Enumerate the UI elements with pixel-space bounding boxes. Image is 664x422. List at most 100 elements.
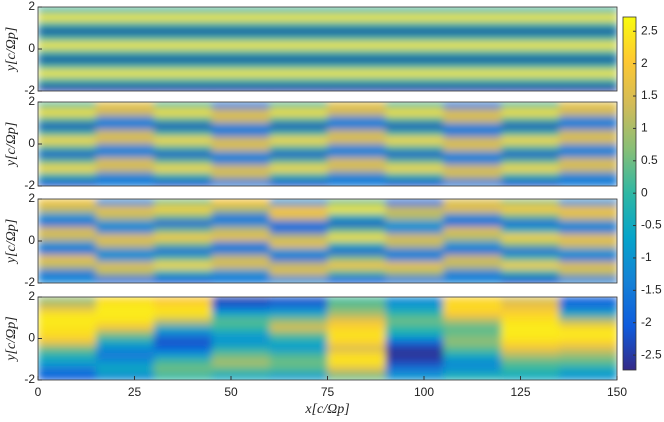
heat-cell bbox=[327, 42, 386, 50]
heat-cell bbox=[385, 268, 444, 277]
heat-cell bbox=[95, 366, 155, 374]
heat-cell bbox=[443, 324, 502, 333]
heat-cell bbox=[38, 241, 97, 249]
heat-cell bbox=[385, 220, 444, 228]
heat-cell bbox=[95, 262, 155, 270]
heat-cell bbox=[559, 262, 617, 270]
heat-cell bbox=[211, 234, 271, 242]
heat-cell bbox=[327, 7, 386, 15]
heat-cell bbox=[211, 129, 271, 138]
heat-cell bbox=[327, 150, 386, 159]
heat-cell bbox=[327, 213, 386, 221]
heat-cell bbox=[95, 297, 155, 305]
heat-cell bbox=[95, 317, 155, 326]
heat-cell bbox=[211, 158, 271, 166]
heat-cell bbox=[443, 63, 502, 71]
heat-cell bbox=[385, 359, 444, 367]
heat-cell bbox=[501, 7, 560, 15]
heat-cell bbox=[501, 205, 560, 214]
heat-cell bbox=[211, 171, 271, 180]
x-tick-label: 25 bbox=[128, 385, 142, 399]
heat-cell bbox=[385, 165, 444, 173]
x-tick-label: 50 bbox=[224, 385, 238, 399]
heat-cell bbox=[385, 42, 444, 50]
heat-cell bbox=[385, 352, 444, 360]
heat-cell bbox=[501, 317, 560, 326]
heat-cell bbox=[95, 63, 155, 71]
heat-cell bbox=[95, 171, 155, 180]
heat-cell bbox=[95, 205, 155, 214]
heat-cell bbox=[443, 42, 502, 50]
heat-cell bbox=[269, 171, 329, 180]
heat-cell bbox=[38, 158, 97, 166]
heat-cell bbox=[211, 352, 271, 360]
heat-cell bbox=[501, 21, 560, 29]
heat-cell bbox=[95, 165, 155, 173]
heat-cell bbox=[269, 63, 329, 71]
heat-cell bbox=[211, 179, 271, 186]
heat-cell bbox=[559, 28, 617, 36]
heat-cell bbox=[385, 338, 444, 347]
heat-cell bbox=[385, 123, 444, 131]
heat-cell bbox=[443, 199, 502, 207]
heat-cell bbox=[559, 165, 617, 173]
heat-cell bbox=[269, 129, 329, 138]
heat-cell bbox=[153, 49, 213, 57]
heat-cell bbox=[211, 338, 271, 347]
heat-cell bbox=[559, 116, 617, 124]
heat-cell bbox=[559, 49, 617, 57]
heat-cell bbox=[501, 137, 560, 145]
heat-cell bbox=[443, 158, 502, 166]
heat-cell bbox=[95, 129, 155, 138]
heat-cell bbox=[559, 310, 617, 319]
heatmap bbox=[38, 102, 617, 186]
heat-cell bbox=[269, 303, 329, 312]
heat-cell bbox=[95, 144, 155, 152]
heat-cell bbox=[153, 317, 213, 326]
heat-cell bbox=[327, 366, 386, 374]
heat-cell bbox=[501, 262, 560, 270]
colorbar-tick-label: 2 bbox=[641, 56, 648, 70]
heat-cell bbox=[443, 226, 502, 235]
y-tick-label: 2 bbox=[28, 0, 35, 13]
heat-cell bbox=[95, 359, 155, 367]
heat-cell bbox=[211, 49, 271, 57]
heat-cell bbox=[501, 179, 560, 186]
heat-cell bbox=[327, 276, 386, 283]
heat-cell bbox=[559, 144, 617, 152]
heat-cell bbox=[443, 317, 502, 326]
heat-cell bbox=[559, 345, 617, 353]
heat-cell bbox=[501, 55, 560, 64]
heat-cell bbox=[269, 179, 329, 186]
x-tick-label: 125 bbox=[510, 385, 530, 399]
heat-cell bbox=[38, 345, 97, 353]
heat-cell bbox=[501, 129, 560, 138]
heat-cell bbox=[501, 76, 560, 85]
heat-cell bbox=[211, 84, 271, 91]
heat-cell bbox=[269, 352, 329, 360]
heat-cell bbox=[153, 108, 213, 117]
heat-cell bbox=[327, 70, 386, 78]
heat-cell bbox=[501, 247, 560, 256]
heat-cell bbox=[153, 226, 213, 235]
heat-cell bbox=[211, 21, 271, 29]
heat-cell bbox=[385, 213, 444, 221]
heat-cell bbox=[501, 150, 560, 159]
heat-cell bbox=[38, 21, 97, 29]
heat-cell bbox=[385, 150, 444, 159]
heat-cell bbox=[559, 324, 617, 333]
heat-cell bbox=[559, 276, 617, 283]
heat-cell bbox=[153, 310, 213, 319]
heat-cell bbox=[559, 76, 617, 85]
heat-cell bbox=[501, 84, 560, 91]
heat-cell bbox=[153, 205, 213, 214]
heat-cell bbox=[385, 241, 444, 249]
heat-cell bbox=[559, 241, 617, 249]
heat-cell bbox=[95, 55, 155, 64]
heat-cell bbox=[153, 179, 213, 186]
heat-cell bbox=[327, 345, 386, 353]
heat-cell bbox=[501, 13, 560, 22]
heat-cell bbox=[38, 28, 97, 36]
heat-cell bbox=[211, 324, 271, 333]
heat-cell bbox=[385, 55, 444, 64]
